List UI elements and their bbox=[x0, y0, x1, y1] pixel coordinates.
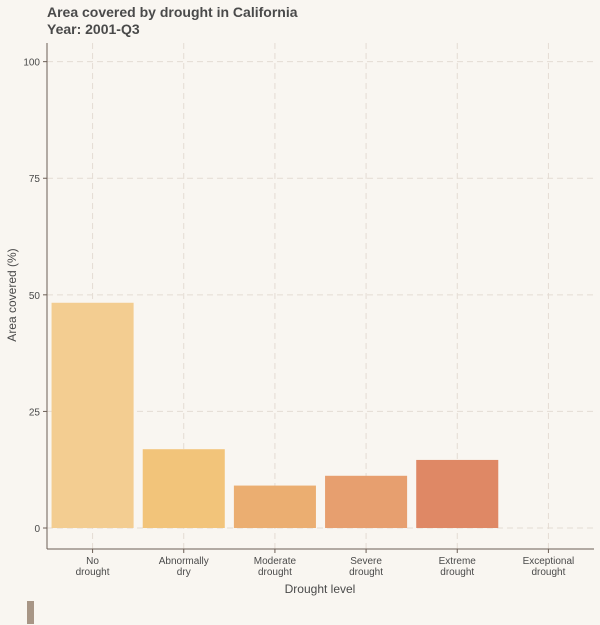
bar bbox=[416, 459, 499, 529]
chart-title-line2: Year: 2001-Q3 bbox=[47, 21, 140, 37]
bar bbox=[233, 485, 316, 529]
bar bbox=[325, 475, 408, 529]
x-tick-labels: No drought Abnormally dry Moderate drought Sev… bbox=[76, 549, 575, 578]
x-axis-label: Drought level bbox=[285, 582, 356, 596]
chart-title-line1: Area covered by drought in California bbox=[47, 4, 298, 20]
x-tick-label: Abnormally dry bbox=[159, 556, 209, 578]
y-tick-label: 100 bbox=[23, 58, 40, 69]
chart-title: Area covered by drought in California Ye… bbox=[47, 4, 298, 38]
bar bbox=[142, 449, 225, 529]
y-axis-label: Area covered (%) bbox=[5, 248, 19, 341]
y-tick-label: 50 bbox=[29, 291, 41, 302]
axes bbox=[46, 43, 594, 550]
x-tick-label: No drought bbox=[76, 556, 110, 578]
x-tick-label: Severe drought bbox=[349, 556, 383, 578]
x-tick-label: Exceptional drought bbox=[523, 556, 575, 578]
x-tick-label: Moderate drought bbox=[254, 556, 297, 578]
y-tick-label: 25 bbox=[29, 407, 41, 418]
x-tick-label: Extreme drought bbox=[439, 556, 477, 578]
bars bbox=[51, 302, 499, 529]
bar bbox=[51, 302, 134, 529]
y-tick-labels: 0 25 50 75 100 bbox=[23, 58, 47, 535]
y-tick-label: 0 bbox=[34, 524, 40, 535]
progress-marker bbox=[27, 601, 34, 624]
y-tick-label: 75 bbox=[29, 174, 41, 185]
